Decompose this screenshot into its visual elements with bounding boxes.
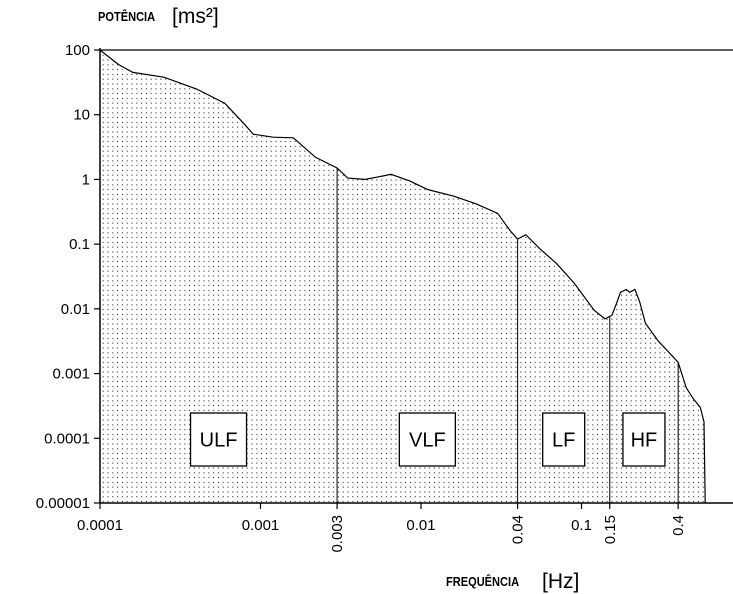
y-axis-title: POTÊNCIA [98,9,156,24]
x-axis-unit: [Hz] [542,570,580,593]
y-axis-unit: [ms²] [172,5,219,28]
y-tick-label: 100 [65,42,90,59]
x-tick-label: 0.4 [670,515,687,536]
y-tick-label: 0.0001 [44,430,90,447]
band-label-text: LF [552,430,575,452]
spectrum-area-layer [99,49,706,504]
y-tick-label: 0.001 [52,366,90,383]
band-label-lf: LF [542,412,586,467]
y-tick-label: 10 [73,107,90,124]
spectrum-line [99,49,706,504]
y-tick-label: 0.00001 [36,495,90,512]
x-axis-ticks: 0.0001 0.001 0.003 0.01 0.04 0.1 0.15 0.4 [77,503,687,553]
x-tick-label: 0.04 [510,515,527,544]
band-label-ulf: ULF [189,412,248,467]
band-label-vlf: VLF [398,412,457,467]
spectrum-fill [100,50,706,503]
band-label-box [622,412,666,467]
x-tick-label: 0.15 [602,515,619,544]
band-label-text: HF [631,430,658,452]
y-tick-label: 0.1 [69,236,90,253]
x-axis-title: FREQUÊNCIA [446,574,520,589]
y-axis-ticks: 100 10 1 0.1 0.01 0.001 0.0001 0.00001 [36,42,100,512]
band-label-text: ULF [200,430,238,452]
band-label-text: VLF [409,430,446,452]
x-tick-label: 0.003 [329,515,346,553]
axes [99,48,733,504]
band-boundary-lines [336,168,679,503]
y-tick-label: 0.01 [61,301,90,318]
x-tick-label: 0.01 [406,517,435,534]
y-tick-label: 1 [82,171,90,188]
band-labels: ULF VLF LF HF [189,412,666,467]
x-tick-label: 0.0001 [77,517,123,534]
band-label-box [189,412,248,467]
band-label-box [398,412,457,467]
x-tick-label: 0.1 [571,517,592,534]
band-label-hf: HF [622,412,666,467]
x-tick-label: 0.001 [242,517,280,534]
band-label-box [542,412,586,467]
